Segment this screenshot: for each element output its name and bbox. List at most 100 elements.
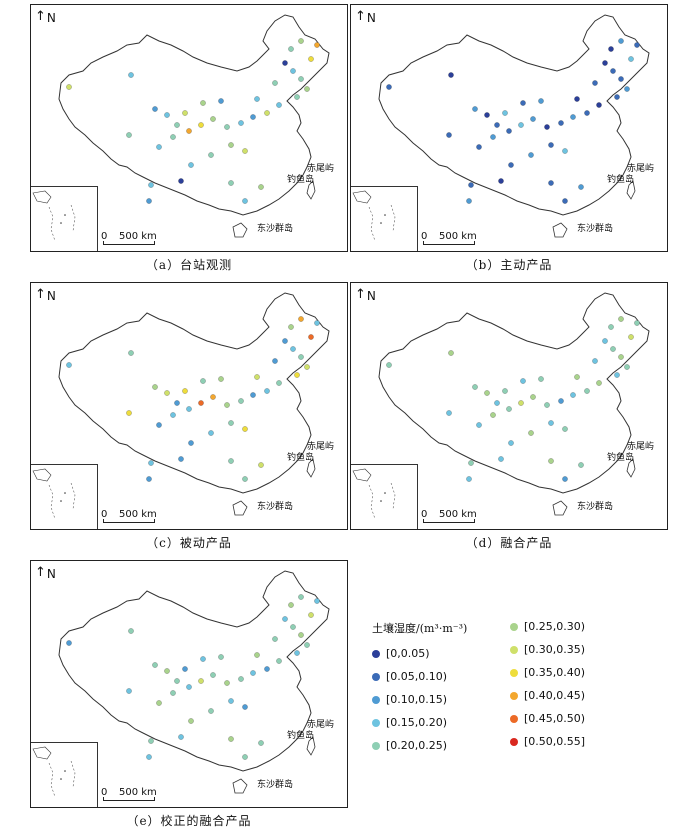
station-point xyxy=(242,426,248,432)
station-point xyxy=(264,388,270,394)
station-point xyxy=(596,380,602,386)
north-arrow-icon: ↑ xyxy=(35,9,46,24)
station-point xyxy=(178,456,184,462)
station-point xyxy=(152,106,158,112)
taiwan-island xyxy=(626,458,636,478)
scale-bar-label: 500 km xyxy=(119,787,157,798)
scale-bar-label: 500 km xyxy=(119,231,157,242)
legend-swatch xyxy=(372,718,380,727)
scale-bar: 0 500 km xyxy=(101,509,163,523)
station-point xyxy=(264,110,270,116)
station-point xyxy=(558,398,564,404)
legend-item: [0.25,0.30) xyxy=(510,620,585,633)
station-point xyxy=(174,122,180,128)
station-point xyxy=(200,100,206,106)
station-point xyxy=(304,86,310,92)
station-point xyxy=(272,80,278,86)
station-point xyxy=(502,388,508,394)
station-point xyxy=(610,68,616,74)
legend-swatch xyxy=(510,737,518,746)
station-point xyxy=(574,96,580,102)
station-point xyxy=(602,60,608,66)
station-point xyxy=(198,122,204,128)
station-point xyxy=(146,754,152,760)
scale-bar-zero: 0 xyxy=(101,231,108,242)
station-point xyxy=(210,394,216,400)
legend-swatch xyxy=(372,649,380,658)
scale-bar-label: 500 km xyxy=(439,231,477,242)
legend-item: [0.30,0.35) xyxy=(510,643,585,656)
station-point xyxy=(484,390,490,396)
station-point xyxy=(298,632,304,638)
station-point xyxy=(66,362,72,368)
station-point xyxy=(472,384,478,390)
station-point xyxy=(276,102,282,108)
country-outline xyxy=(378,14,650,216)
station-point xyxy=(218,376,224,382)
station-point xyxy=(618,76,624,82)
caption-e: （e）校正的融合产品 xyxy=(126,814,252,828)
map-panel-e: ↑ N 0 500 km 赤尾屿 钓鱼岛 东沙群岛 xyxy=(30,560,348,808)
south-china-sea-inset xyxy=(31,186,98,251)
station-point xyxy=(618,354,624,360)
station-point xyxy=(170,412,176,418)
place-label-diaoyudao: 钓鱼岛 xyxy=(287,453,315,463)
station-point xyxy=(624,86,630,92)
station-point xyxy=(238,120,244,126)
taiwan-island xyxy=(306,736,316,756)
station-point xyxy=(228,698,234,704)
station-point xyxy=(178,734,184,740)
station-point xyxy=(578,184,584,190)
station-point xyxy=(186,406,192,412)
station-point xyxy=(498,178,504,184)
station-point xyxy=(558,120,564,126)
map-panel-c: ↑ N 0 500 km 赤尾屿 钓鱼岛 东沙群岛 xyxy=(30,282,348,530)
station-point xyxy=(224,402,230,408)
station-point xyxy=(242,476,248,482)
station-point xyxy=(258,462,264,468)
station-point xyxy=(584,110,590,116)
north-label: N xyxy=(46,567,56,581)
legend-item: [0.10,0.15) xyxy=(372,693,447,706)
station-point xyxy=(188,440,194,446)
scale-bar-line xyxy=(103,797,155,801)
station-point xyxy=(506,128,512,134)
legend-label: [0.40,0.45) xyxy=(524,689,586,702)
station-point xyxy=(198,678,204,684)
legend-label: [0.20,0.25) xyxy=(386,739,448,752)
legend: 土壤湿度/(m³·m⁻³) [0,0.05) [0.05,0.10) [0.10,0… xyxy=(372,620,692,770)
station-point xyxy=(208,430,214,436)
north-arrow-icon: ↑ xyxy=(355,9,366,24)
station-point xyxy=(506,406,512,412)
station-point xyxy=(314,598,320,604)
station-point xyxy=(446,132,452,138)
place-label-chiweiyu: 赤尾屿 xyxy=(627,164,655,174)
station-point xyxy=(530,116,536,122)
station-point xyxy=(614,372,620,378)
map-panel-b: ↑ N 0 500 km 赤尾屿 钓鱼岛 东沙群岛 xyxy=(350,4,668,252)
station-point xyxy=(66,84,72,90)
legend-swatch xyxy=(510,668,518,677)
place-label-chiweiyu: 赤尾屿 xyxy=(307,720,335,730)
scale-bar-line xyxy=(423,519,475,523)
scale-bar: 0 500 km xyxy=(421,231,483,245)
station-point xyxy=(298,354,304,360)
place-label-dongsha: 东沙群岛 xyxy=(257,780,294,790)
legend-item: [0.05,0.10) xyxy=(372,670,447,683)
station-point xyxy=(314,320,320,326)
station-point xyxy=(174,400,180,406)
station-point xyxy=(298,316,304,322)
station-point xyxy=(228,736,234,742)
station-point xyxy=(304,642,310,648)
legend-label: [0.25,0.30) xyxy=(524,620,586,633)
station-point xyxy=(548,180,554,186)
station-point xyxy=(188,718,194,724)
station-point xyxy=(186,684,192,690)
station-point xyxy=(164,668,170,674)
station-point xyxy=(148,460,154,466)
station-point xyxy=(254,652,260,658)
station-point xyxy=(508,440,514,446)
country-outline xyxy=(58,570,330,772)
scale-bar-label: 500 km xyxy=(439,509,477,520)
station-point xyxy=(164,112,170,118)
